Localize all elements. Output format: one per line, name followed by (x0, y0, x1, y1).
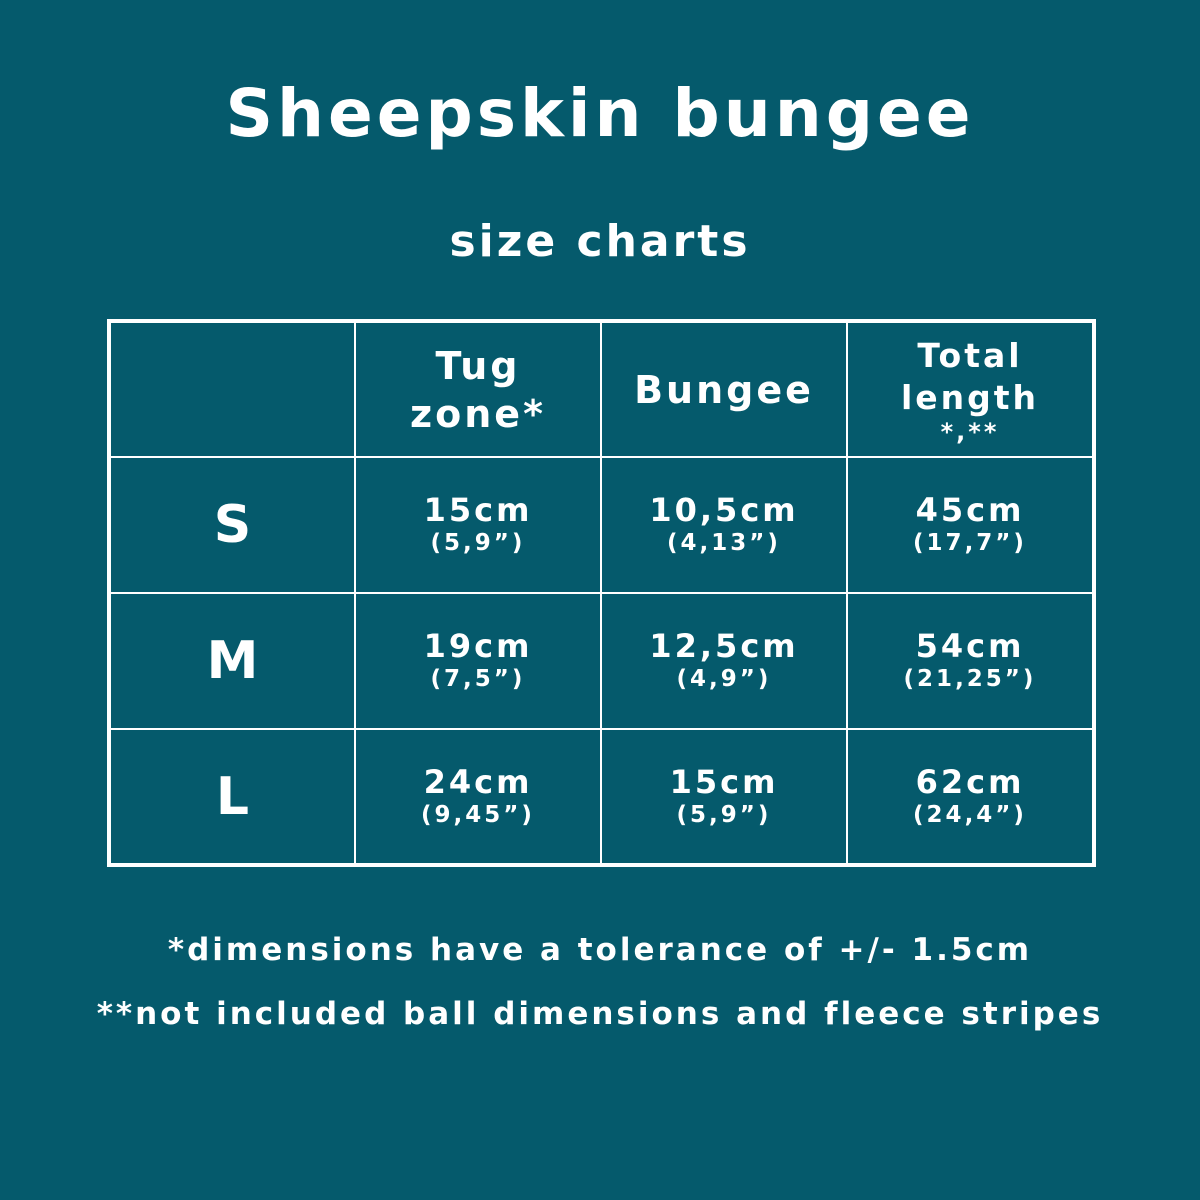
table-cell: 12,5cm (4,9”) (600, 592, 848, 730)
value-inch: (21,25”) (903, 666, 1037, 692)
value-inch: (17,7”) (913, 530, 1027, 556)
footnote-exclusions: **not included ball dimensions and fleec… (96, 996, 1104, 1032)
header-total-length-label: Total length (900, 335, 1040, 417)
value-cm: 62cm (915, 762, 1025, 801)
table-row: S 15cm (5,9”) 10,5cm (4,13”) 45cm (17,7”… (108, 456, 1095, 594)
value-inch: (7,5”) (430, 666, 526, 692)
table-row: M 19cm (7,5”) 12,5cm (4,9”) 54cm (21,25”… (108, 592, 1095, 730)
size-chart-table: Tug zone* Bungee Total length *,** S 15c… (107, 319, 1096, 867)
value-inch: (9,45”) (421, 801, 535, 828)
value-cm: 10,5cm (649, 491, 799, 529)
value-inch: (4,9”) (676, 666, 772, 692)
table-cell: 24cm (9,45”) (354, 728, 602, 866)
header-row: Tug zone* Bungee Total length *,** (108, 320, 1095, 458)
table-cell: 62cm (24,4”) (846, 728, 1095, 866)
value-cm: 15cm (423, 491, 533, 529)
header-total-length-footnote-mark: *,** (940, 417, 1000, 446)
table-row: L 24cm (9,45”) 15cm (5,9”) 62cm (24,4”) (108, 728, 1095, 866)
value-cm: 12,5cm (649, 627, 799, 665)
page-subtitle: size charts (449, 216, 751, 267)
value-inch: (5,9”) (430, 530, 526, 556)
size-label-l: L (108, 728, 356, 866)
value-cm: 54cm (915, 627, 1025, 665)
size-label-m: M (108, 592, 356, 730)
header-empty-cell (108, 320, 356, 458)
value-inch: (24,4”) (913, 801, 1027, 828)
value-cm: 24cm (423, 762, 533, 801)
header-total-length: Total length *,** (846, 320, 1095, 458)
header-bungee: Bungee (600, 320, 848, 458)
table-cell: 15cm (5,9”) (600, 728, 848, 866)
table-cell: 15cm (5,9”) (354, 456, 602, 594)
table-cell: 10,5cm (4,13”) (600, 456, 848, 594)
value-cm: 19cm (423, 627, 533, 665)
table-cell: 45cm (17,7”) (846, 456, 1095, 594)
table-cell: 19cm (7,5”) (354, 592, 602, 730)
value-inch: (5,9”) (676, 801, 772, 828)
table-cell: 54cm (21,25”) (846, 592, 1095, 730)
header-tug-zone: Tug zone* (354, 320, 602, 458)
header-bungee-label: Bungee (634, 367, 814, 412)
value-inch: (4,13”) (667, 530, 781, 556)
value-cm: 45cm (915, 491, 1025, 529)
value-cm: 15cm (669, 762, 779, 801)
footnote-tolerance: *dimensions have a tolerance of +/- 1.5c… (167, 932, 1033, 968)
header-tug-zone-label: Tug zone* (410, 343, 546, 436)
page-title: Sheepskin bungee (225, 75, 975, 152)
size-label-s: S (108, 456, 356, 594)
